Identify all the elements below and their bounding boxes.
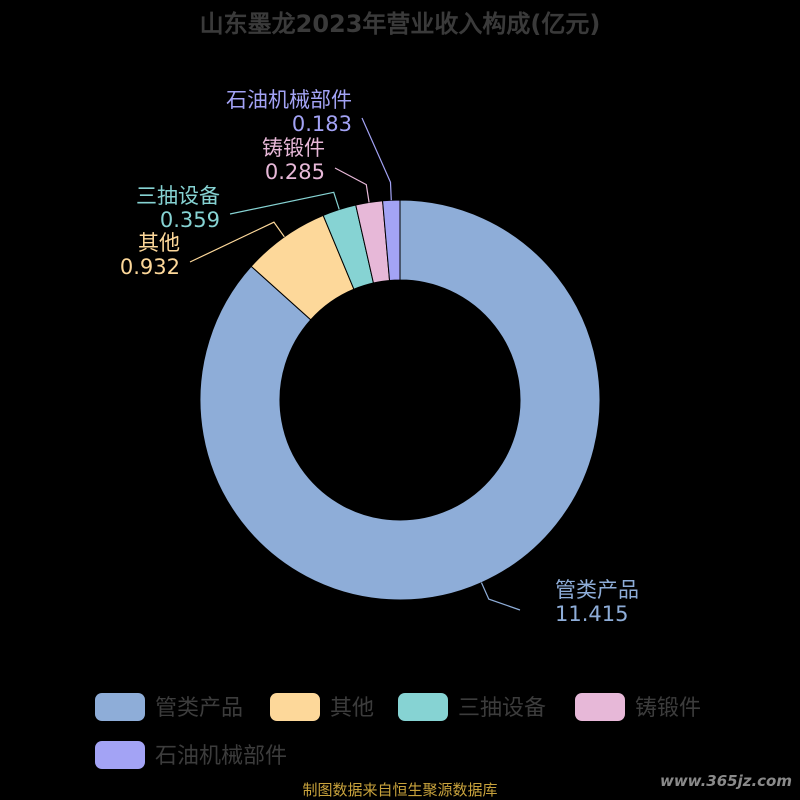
- slice-2-leader-line: [189, 221, 285, 263]
- slice-4-label-value: 0.285: [265, 160, 325, 184]
- slice-4-legend-swatch[interactable]: [575, 693, 625, 721]
- slice-5-leader-line: [361, 117, 392, 201]
- label-leader-lines: [189, 117, 521, 611]
- slice-3-legend-label[interactable]: 三抽设备: [458, 696, 546, 721]
- slice-1-label-value: 11.415: [555, 602, 628, 626]
- slice-1-legend-label[interactable]: 管类产品: [155, 696, 243, 721]
- slice-4-leader-line: [334, 167, 370, 203]
- slice-1-arc: [199, 199, 601, 601]
- slice-5-legend-label[interactable]: 石油机械部件: [155, 744, 287, 769]
- slice-2-label-name: 其他: [138, 231, 180, 255]
- slice-1-label-name: 管类产品: [555, 578, 639, 602]
- slice-5-label-name: 石油机械部件: [226, 88, 352, 112]
- slice-5-arc: [382, 199, 401, 281]
- slice-2-legend-label[interactable]: 其他: [330, 696, 374, 721]
- slice-1-legend-swatch[interactable]: [95, 693, 145, 721]
- slice-4-legend-label[interactable]: 铸锻件: [635, 696, 701, 721]
- slice-3-label-name: 三抽设备: [136, 184, 220, 208]
- slice-3-legend-swatch[interactable]: [398, 693, 448, 721]
- chart-title: 山东墨龙2023年营业收入构成(亿元): [200, 10, 601, 38]
- data-source-note: 制图数据来自恒生聚源数据库: [302, 781, 497, 799]
- slice-4-label-name: 铸锻件: [262, 136, 325, 160]
- slice-5-legend-swatch[interactable]: [95, 741, 145, 769]
- slice-2-label-value: 0.932: [120, 255, 180, 279]
- slice-3-leader-line: [229, 191, 340, 215]
- donut-slices: [199, 199, 601, 601]
- slice-2-legend-swatch[interactable]: [270, 693, 320, 721]
- watermark: www.365jz.com: [660, 772, 792, 790]
- slice-5-label-value: 0.183: [292, 112, 352, 136]
- slice-1-leader-line: [480, 582, 521, 611]
- slice-3-label-value: 0.359: [160, 208, 220, 232]
